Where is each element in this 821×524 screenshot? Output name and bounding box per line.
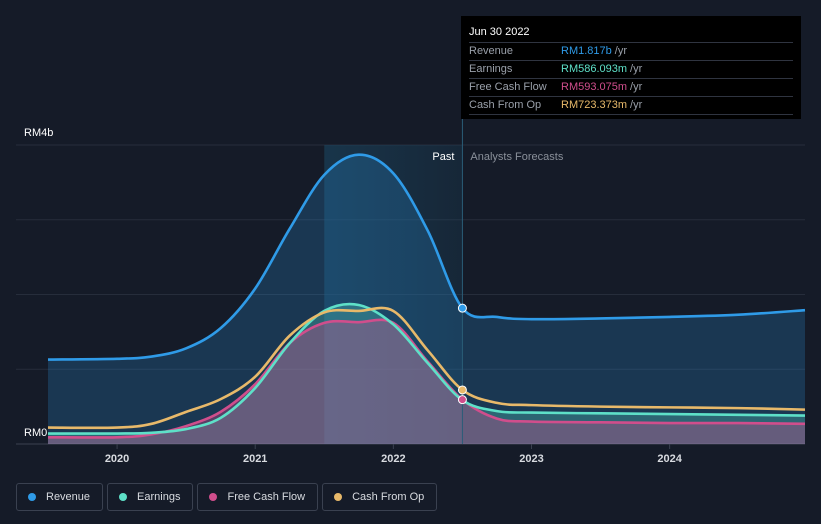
data-tooltip: Jun 30 2022 Revenue RM1.817b /yr Earning…: [461, 16, 801, 119]
legend-label: Free Cash Flow: [227, 491, 306, 503]
legend-item-revenue[interactable]: Revenue: [16, 483, 104, 511]
legend-label: Cash From Op: [352, 491, 425, 503]
legend-label: Revenue: [46, 491, 91, 503]
tooltip-row-revenue: Revenue RM1.817b /yr: [469, 43, 793, 61]
legend-dot-icon: [334, 493, 343, 501]
chart-legend: Revenue Earnings Free Cash Flow Cash Fro…: [16, 483, 438, 511]
series-lines: [47, 153, 806, 439]
tooltip-row-cash-from-op: Cash From Op RM723.373m /yr: [469, 97, 793, 115]
tooltip-unit: /yr: [630, 81, 643, 93]
legend-item-cash-from-op[interactable]: Cash From Op: [322, 483, 438, 511]
area-earnings: [48, 304, 805, 444]
tooltip-row-free-cash-flow: Free Cash Flow RM593.075m /yr: [469, 79, 793, 97]
tooltip-value: RM1.817b: [561, 45, 612, 57]
line-earnings: [47, 302, 806, 435]
x-tick-label: 2020: [105, 453, 129, 465]
line-cash-from-op: [47, 306, 806, 430]
tooltip-label: Revenue: [469, 45, 514, 57]
x-tick-label: 2023: [519, 453, 543, 465]
marker-revenue: [457, 303, 467, 313]
line-free-cash-flow: [47, 318, 806, 439]
series-areas: [48, 154, 805, 444]
tooltip-unit: /yr: [614, 45, 627, 57]
x-axis-ticks: 2020 2021 2022 2023 2024: [105, 444, 683, 465]
legend-dot-icon: [209, 493, 218, 501]
tooltip-date: Jun 30 2022: [469, 25, 793, 43]
legend-label: Earnings: [137, 491, 181, 503]
tooltip-unit: /yr: [630, 99, 643, 111]
past-label: Past: [432, 151, 454, 163]
marker-cash-from-op: [457, 385, 467, 395]
tooltip-value: RM723.373m: [561, 99, 628, 111]
tooltip-row-earnings: Earnings RM586.093m /yr: [469, 61, 793, 79]
tooltip-value: RM586.093m: [561, 63, 628, 75]
legend-item-earnings[interactable]: Earnings: [107, 483, 194, 511]
legend-dot-icon: [119, 493, 128, 501]
legend-dot-icon: [28, 493, 36, 501]
y-axis-bottom-label: RM0: [24, 427, 47, 439]
x-tick-label: 2024: [657, 453, 682, 465]
tooltip-label: Earnings: [469, 63, 513, 75]
tooltip-label: Cash From Op: [469, 99, 542, 111]
past-highlight-band: [324, 145, 463, 444]
tooltip-markers: [457, 303, 467, 405]
y-axis-top-label: RM4b: [24, 127, 53, 139]
x-tick-label: 2022: [381, 453, 405, 465]
forecast-label: Analysts Forecasts: [470, 151, 563, 163]
x-tick-label: 2021: [243, 453, 267, 465]
tooltip-unit: /yr: [630, 63, 643, 75]
legend-item-free-cash-flow[interactable]: Free Cash Flow: [197, 483, 319, 511]
area-free-cash-flow: [48, 319, 805, 444]
tooltip-label: Free Cash Flow: [469, 81, 547, 93]
marker-free-cash-flow: [457, 395, 467, 405]
tooltip-value: RM593.075m: [561, 81, 628, 93]
line-revenue: [47, 153, 806, 361]
area-revenue: [48, 154, 805, 444]
